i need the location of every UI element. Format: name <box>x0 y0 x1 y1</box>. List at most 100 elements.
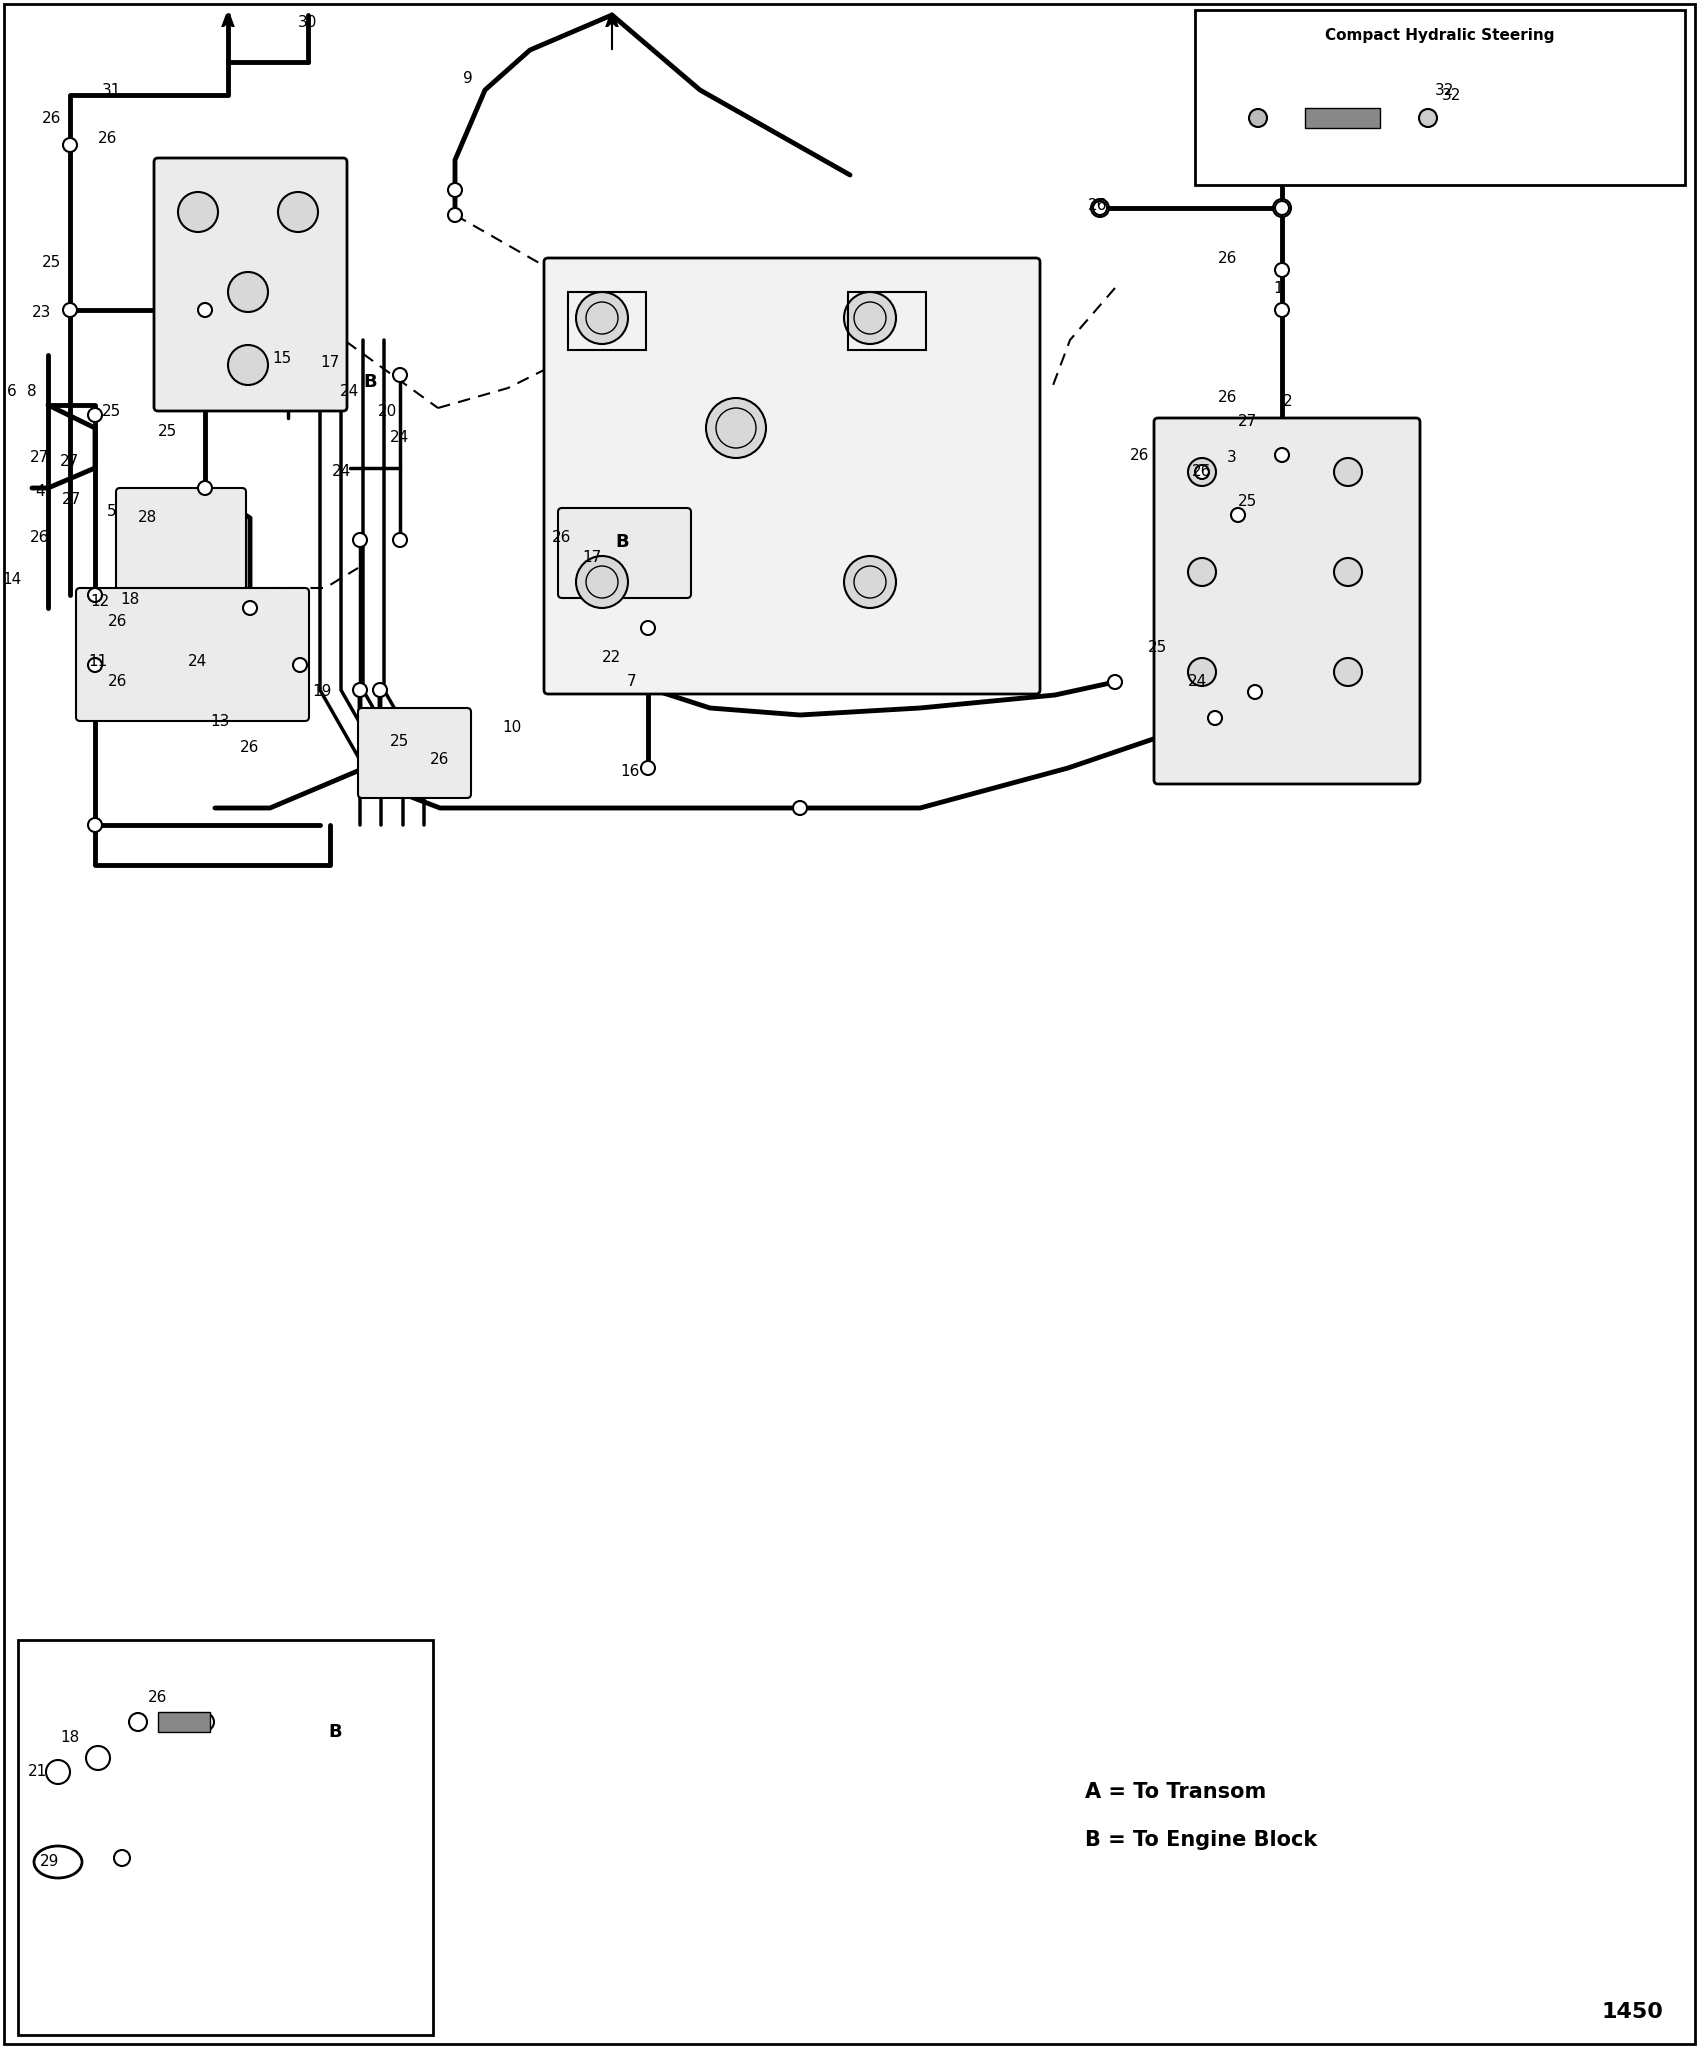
Circle shape <box>1092 201 1107 215</box>
Text: 10: 10 <box>503 721 521 735</box>
FancyBboxPatch shape <box>115 487 246 598</box>
Circle shape <box>448 182 462 197</box>
Circle shape <box>114 1849 131 1866</box>
Circle shape <box>228 344 268 385</box>
Text: 18: 18 <box>61 1731 80 1745</box>
Circle shape <box>1274 303 1289 317</box>
Circle shape <box>353 682 367 696</box>
Circle shape <box>88 817 102 831</box>
Text: 26: 26 <box>31 530 49 545</box>
Circle shape <box>87 1747 110 1769</box>
Text: 22: 22 <box>603 651 621 666</box>
Circle shape <box>278 193 318 231</box>
Text: 27: 27 <box>61 455 80 469</box>
Circle shape <box>1187 459 1216 485</box>
Text: 6: 6 <box>7 385 17 399</box>
Text: 32: 32 <box>1442 88 1460 102</box>
Text: 24: 24 <box>333 465 351 479</box>
Circle shape <box>844 555 895 608</box>
Text: 15: 15 <box>272 350 292 365</box>
Circle shape <box>1090 199 1109 217</box>
Text: 20: 20 <box>379 406 397 420</box>
Circle shape <box>640 762 655 774</box>
Text: B = To Engine Block: B = To Engine Block <box>1085 1831 1316 1849</box>
Circle shape <box>854 301 885 334</box>
Circle shape <box>1187 557 1216 586</box>
Circle shape <box>1274 74 1289 86</box>
Bar <box>158 1712 211 1733</box>
Text: 25: 25 <box>1148 641 1167 655</box>
Text: 8: 8 <box>27 385 37 399</box>
Circle shape <box>46 1759 70 1784</box>
Circle shape <box>844 293 895 344</box>
Text: 31: 31 <box>102 82 122 98</box>
Circle shape <box>1272 199 1290 217</box>
Text: 24: 24 <box>391 430 409 446</box>
Text: A: A <box>604 12 618 31</box>
Text: 4: 4 <box>36 485 44 500</box>
Text: 26: 26 <box>430 752 450 768</box>
Text: 17: 17 <box>582 551 601 565</box>
Circle shape <box>1418 109 1437 127</box>
Text: 9: 9 <box>464 70 472 86</box>
Circle shape <box>1274 262 1289 276</box>
FancyBboxPatch shape <box>155 158 346 412</box>
Bar <box>567 293 645 350</box>
Text: 25: 25 <box>391 735 409 750</box>
Circle shape <box>1187 657 1216 686</box>
Text: A: A <box>221 12 234 31</box>
Circle shape <box>854 565 885 598</box>
Text: 26: 26 <box>109 614 127 629</box>
Bar <box>1194 10 1684 184</box>
Text: 13: 13 <box>211 715 229 729</box>
Circle shape <box>640 621 655 635</box>
Text: 27: 27 <box>31 451 49 465</box>
Circle shape <box>576 293 628 344</box>
Circle shape <box>199 481 212 496</box>
Text: B: B <box>328 1722 341 1741</box>
Circle shape <box>1333 557 1362 586</box>
Text: 24: 24 <box>188 655 207 670</box>
FancyBboxPatch shape <box>543 258 1039 694</box>
Text: 26: 26 <box>1192 465 1211 479</box>
Text: 24: 24 <box>340 385 360 399</box>
Circle shape <box>243 600 256 614</box>
Circle shape <box>353 532 367 547</box>
Text: 26: 26 <box>552 530 571 545</box>
Circle shape <box>1248 109 1267 127</box>
Text: 26: 26 <box>1217 391 1236 406</box>
Circle shape <box>129 1712 148 1731</box>
Text: 16: 16 <box>620 764 640 780</box>
Text: 26: 26 <box>239 741 260 756</box>
Text: 25: 25 <box>102 406 122 420</box>
Text: 29: 29 <box>41 1855 59 1870</box>
Text: 26: 26 <box>42 111 61 125</box>
Bar <box>847 293 925 350</box>
Text: 28: 28 <box>138 510 158 526</box>
Circle shape <box>715 408 756 449</box>
Circle shape <box>88 408 102 422</box>
FancyBboxPatch shape <box>557 508 691 598</box>
Text: 26: 26 <box>1129 449 1150 463</box>
Text: 18: 18 <box>121 592 139 608</box>
Circle shape <box>706 397 766 459</box>
Text: 32: 32 <box>1435 82 1453 98</box>
Text: 2: 2 <box>1282 395 1292 410</box>
Text: 26: 26 <box>109 674 127 690</box>
Text: Compact Hydralic Steering: Compact Hydralic Steering <box>1324 27 1554 43</box>
Circle shape <box>392 369 408 383</box>
Circle shape <box>199 303 212 317</box>
Circle shape <box>228 272 268 311</box>
Text: 1450: 1450 <box>1600 2003 1662 2021</box>
Circle shape <box>178 193 217 231</box>
Text: 25: 25 <box>158 424 178 440</box>
Text: 7: 7 <box>627 674 637 690</box>
Text: A = To Transom: A = To Transom <box>1085 1782 1265 1802</box>
FancyBboxPatch shape <box>358 709 470 799</box>
Text: 14: 14 <box>2 573 22 588</box>
Circle shape <box>88 588 102 602</box>
Text: 25: 25 <box>1238 494 1257 510</box>
Circle shape <box>374 682 387 696</box>
Circle shape <box>1274 201 1289 215</box>
Circle shape <box>292 657 307 672</box>
